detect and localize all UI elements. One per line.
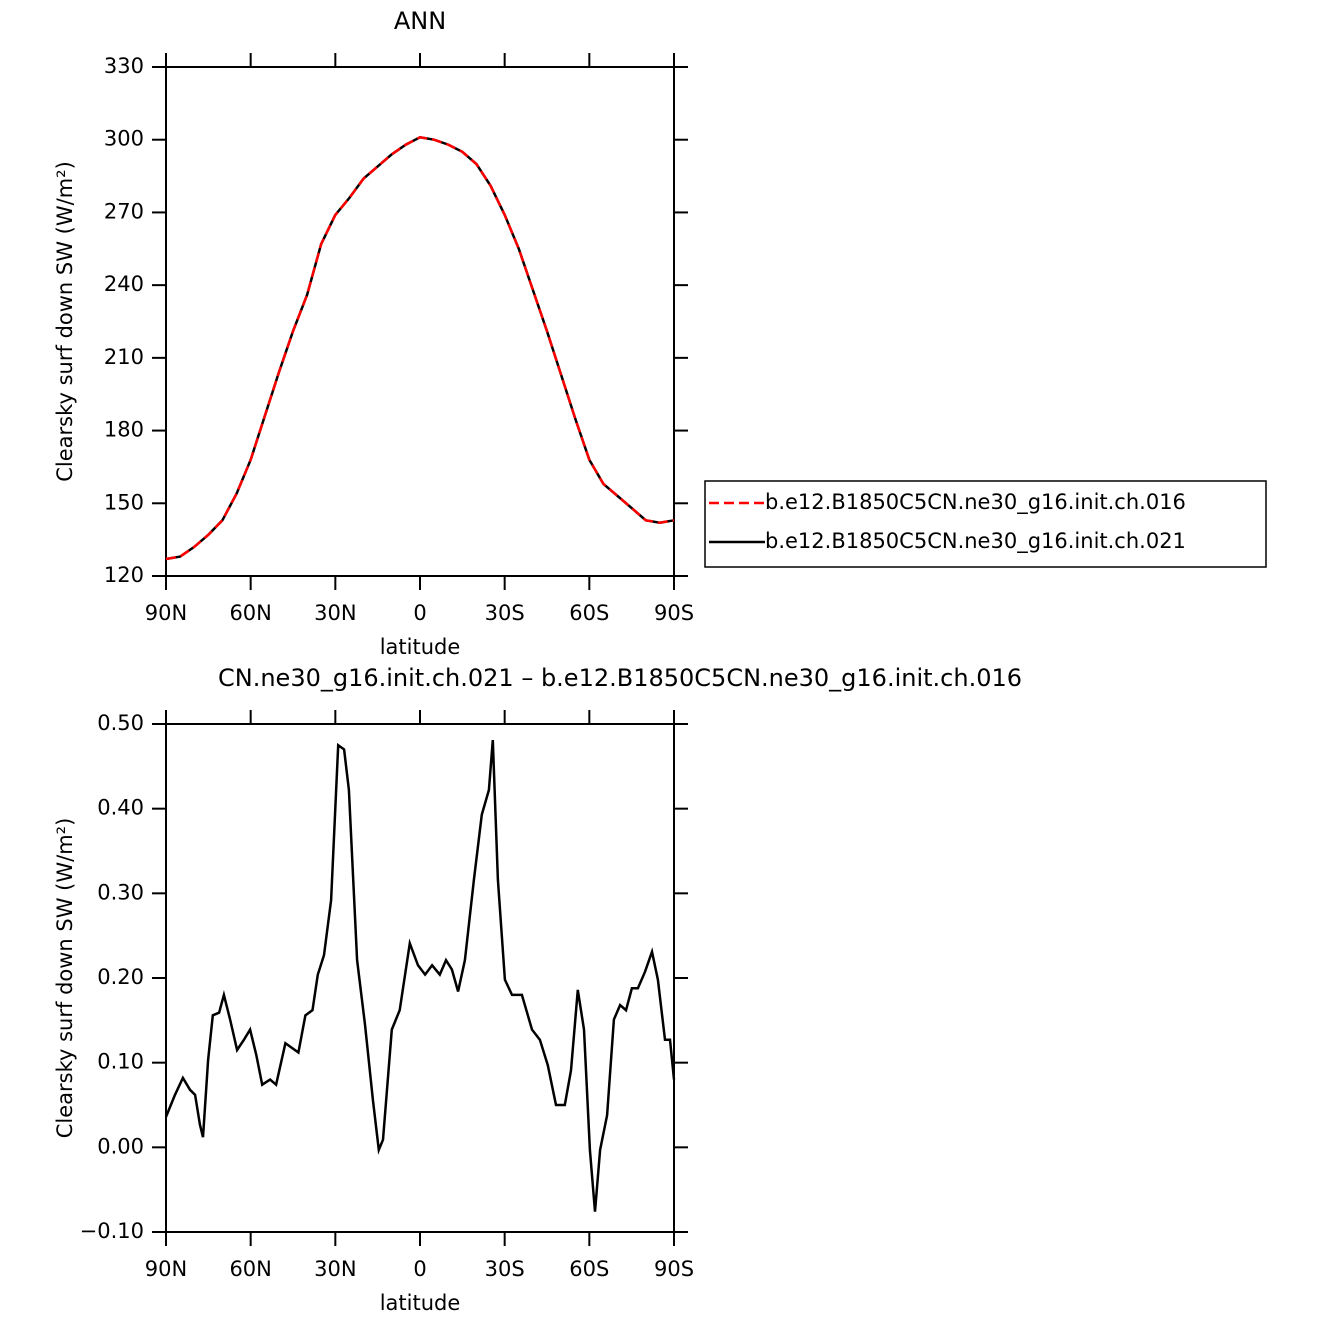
legend-label: b.e12.B1850C5CN.ne30_g16.init.ch.021 <box>765 529 1186 554</box>
legend-box <box>704 480 1267 568</box>
y-tick-label: 300 <box>104 127 144 151</box>
chart-title: ANN <box>394 7 446 35</box>
x-tick-label: 90S <box>654 1257 694 1281</box>
y-tick-label: 0.30 <box>97 880 144 904</box>
y-tick-label: −0.10 <box>80 1219 144 1243</box>
y-tick-label: 150 <box>104 490 144 514</box>
y-tick-label: 240 <box>104 272 144 296</box>
y-tick-label: 0.20 <box>97 965 144 989</box>
data-line <box>165 135 675 561</box>
y-tick-label: 120 <box>104 563 144 587</box>
y-tick-label: 180 <box>104 418 144 442</box>
y-tick-label: 0.10 <box>97 1050 144 1074</box>
x-tick-label: 30N <box>314 1257 356 1281</box>
x-tick-label: 60S <box>569 601 609 625</box>
x-tick-label: 30N <box>314 601 356 625</box>
y-tick-label: 0.40 <box>97 796 144 820</box>
x-axis-label: latitude <box>380 635 461 659</box>
x-tick-label: 90N <box>145 1257 187 1281</box>
y-tick-label: 210 <box>104 345 144 369</box>
x-tick-label: 30S <box>485 601 525 625</box>
x-tick-label: 90S <box>654 601 694 625</box>
y-tick-label: 330 <box>104 54 144 78</box>
y-tick-label: 270 <box>104 199 144 223</box>
x-tick-label: 30S <box>485 1257 525 1281</box>
y-axis-label: Clearsky surf down SW (W/m²) <box>53 161 77 482</box>
legend-label: b.e12.B1850C5CN.ne30_g16.init.ch.016 <box>765 490 1186 515</box>
x-tick-label: 0 <box>413 601 426 625</box>
chart-title: CN.ne30_g16.init.ch.021 – b.e12.B1850C5C… <box>218 664 1022 692</box>
y-tick-label: 0.50 <box>97 711 144 735</box>
x-tick-label: 60N <box>229 1257 271 1281</box>
x-tick-label: 0 <box>413 1257 426 1281</box>
x-tick-label: 60N <box>229 601 271 625</box>
data-line <box>164 740 676 1212</box>
y-tick-label: 0.00 <box>97 1134 144 1158</box>
plot-frame <box>165 723 675 1233</box>
plot-frame <box>165 66 675 577</box>
y-axis-label: Clearsky surf down SW (W/m²) <box>53 818 77 1139</box>
x-tick-label: 90N <box>145 601 187 625</box>
x-axis-label: latitude <box>380 1291 461 1315</box>
data-line <box>165 135 675 561</box>
x-tick-label: 60S <box>569 1257 609 1281</box>
